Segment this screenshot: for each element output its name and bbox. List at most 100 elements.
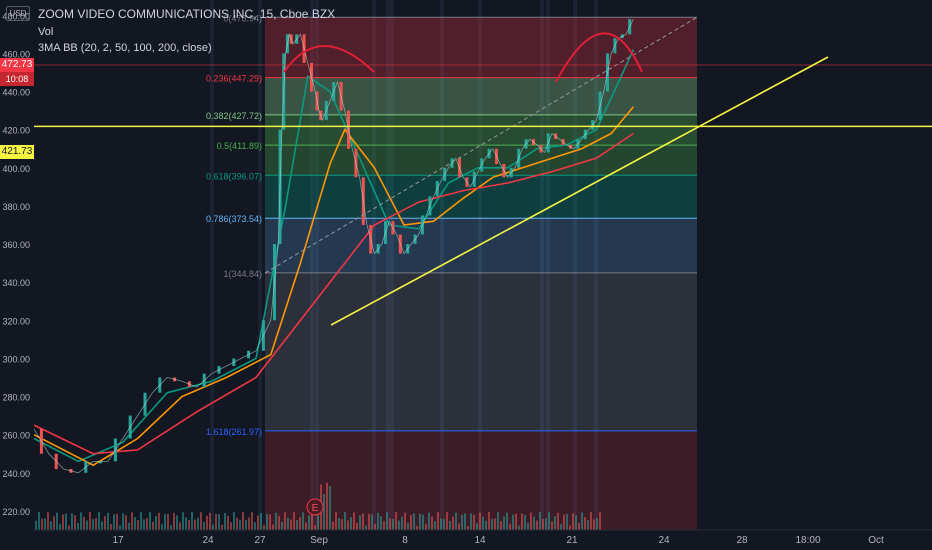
volume-bar (419, 513, 421, 530)
fib-zone (265, 17, 697, 78)
y-tick-label: 300.00 (2, 354, 30, 364)
fib-zone (265, 218, 697, 273)
volume-bar (371, 514, 373, 530)
indicator-label[interactable]: 3MA BB (20, 2, 50, 100, 200, close) (38, 42, 212, 54)
top-arc-left (283, 45, 375, 73)
volume-bar (167, 513, 169, 530)
volume-bar (65, 513, 67, 530)
volume-bar (548, 512, 550, 530)
volume-bar (89, 512, 91, 530)
volume-bar (533, 516, 535, 530)
y-tick-label: 460.00 (2, 49, 30, 59)
volume-bar (188, 519, 190, 530)
volume-bar (263, 524, 265, 530)
volume-bar (578, 522, 580, 530)
volume-bar (248, 517, 250, 530)
volume-bar (416, 525, 418, 530)
volume-label[interactable]: Vol (38, 26, 54, 38)
volume-bar (572, 513, 574, 530)
volume-bar (296, 520, 298, 530)
y-axis-panel (0, 0, 34, 550)
volume-bar (158, 512, 160, 530)
volume-bar (236, 517, 238, 530)
session-stripe (594, 0, 598, 530)
y-tick-label: 280.00 (2, 393, 30, 403)
x-tick-label: 8 (402, 535, 408, 546)
volume-bar (587, 520, 589, 530)
volume-bar (437, 512, 439, 530)
volume-bar (392, 518, 394, 530)
volume-bar (536, 520, 538, 530)
y-tick-label: 220.00 (2, 507, 30, 517)
volume-bar (56, 512, 58, 530)
fib-level-label: 0.382(427.72) (206, 111, 262, 121)
volume-bar (260, 513, 262, 530)
volume-bar (182, 512, 184, 530)
volume-bar (110, 524, 112, 530)
volume-bar (119, 525, 121, 530)
volume-bar (434, 521, 436, 530)
currency-button[interactable]: USD (6, 6, 30, 21)
volume-bar (518, 525, 520, 530)
volume-bar (278, 515, 280, 530)
volume-bar (164, 514, 166, 530)
volume-bar (221, 524, 223, 530)
volume-bar (335, 512, 337, 530)
volume-bar (137, 520, 139, 530)
volume-bar (338, 518, 340, 530)
volume-bar (596, 517, 598, 530)
volume-bar (179, 522, 181, 530)
volume-bar (482, 516, 484, 530)
volume-bar (344, 512, 346, 530)
volume-bar (356, 522, 358, 530)
volume-bar (542, 519, 544, 530)
volume-bar (329, 486, 331, 530)
volume-bar (410, 515, 412, 530)
volume-bar (242, 512, 244, 530)
volume-bar (128, 522, 130, 530)
volume-bar (59, 523, 61, 530)
volume-bar (389, 518, 391, 530)
volume-bar (527, 523, 529, 530)
fib-level-label: 1(344.84) (223, 269, 262, 279)
volume-bar (254, 522, 256, 530)
volume-bar (593, 519, 595, 530)
volume-bar (575, 515, 577, 530)
volume-bar (530, 512, 532, 530)
volume-bar (50, 521, 52, 530)
volume-bar (161, 524, 163, 530)
volume-bar (398, 520, 400, 530)
volume-bar (539, 512, 541, 530)
volume-bar (401, 516, 403, 530)
y-tick-label: 360.00 (2, 240, 30, 250)
volume-bar (380, 516, 382, 530)
volume-bar (131, 512, 133, 530)
volume-bar (155, 515, 157, 530)
volume-bar (494, 518, 496, 530)
volume-bar (557, 512, 559, 530)
volume-bar (377, 512, 379, 530)
fib-zone (265, 114, 697, 146)
session-stripe (210, 0, 214, 530)
volume-bar (41, 518, 43, 530)
volume-bar (176, 515, 178, 530)
volume-bar (269, 514, 271, 530)
session-stripe (540, 0, 544, 530)
volume-bar (503, 516, 505, 530)
volume-bar (407, 523, 409, 530)
x-tick-label: Sep (310, 535, 328, 546)
volume-bar (404, 512, 406, 530)
session-stripe (386, 0, 390, 530)
volume-bar (152, 521, 154, 530)
volume-bar (476, 523, 478, 530)
volume-bar (215, 514, 217, 530)
fib-level-label: 0.786(373.54) (206, 214, 262, 224)
volume-bar (443, 518, 445, 530)
volume-bar (101, 521, 103, 530)
volume-bar (299, 517, 301, 530)
volume-bar (98, 512, 100, 530)
volume-bar (122, 513, 124, 530)
volume-bar (149, 512, 151, 530)
